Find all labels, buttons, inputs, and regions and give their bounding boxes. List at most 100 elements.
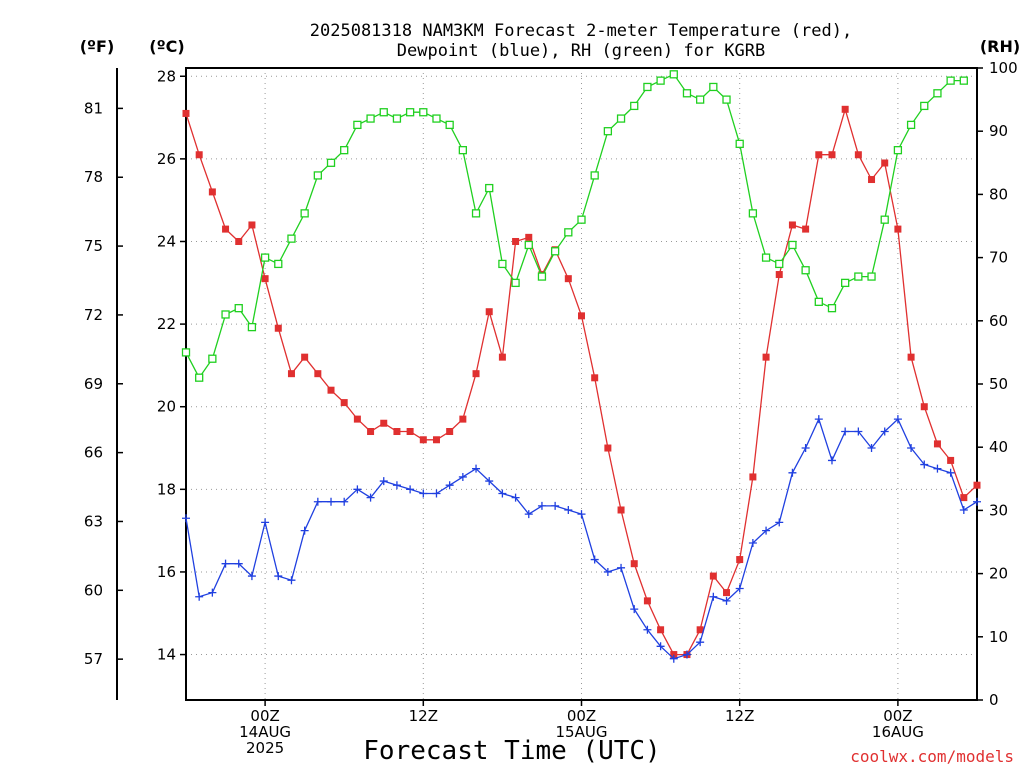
dewpoint-point	[445, 481, 454, 490]
dewpoint-point	[590, 555, 599, 564]
rh-point	[274, 259, 283, 269]
dewpoint-point	[221, 559, 230, 568]
rh-point	[722, 95, 731, 104]
x-tick-label: 12Z	[725, 707, 754, 725]
fahrenheit-unit-label: (ºF)	[80, 37, 115, 56]
chart-title-line1: 2025081318 NAM3KM Forecast 2-meter Tempe…	[310, 21, 852, 41]
dewpoint-point	[933, 464, 942, 473]
x-tick-label-line: 14AUG	[239, 723, 291, 741]
fahrenheit-tick-label: 72	[84, 306, 103, 324]
dewpoint-point	[735, 584, 744, 593]
rh-point	[208, 354, 217, 363]
rh-point	[630, 101, 639, 111]
x-tick-label-line: 2025	[246, 739, 284, 757]
rh-point	[735, 139, 744, 148]
rh-point	[854, 272, 863, 281]
dewpoint-point	[564, 505, 573, 514]
rh-point	[524, 240, 533, 250]
rh-point	[788, 240, 797, 250]
dewpoint-point	[709, 592, 718, 601]
temperature-point	[512, 237, 520, 245]
temperature-point	[235, 237, 243, 245]
temperature-point	[617, 506, 625, 514]
rh-point	[419, 108, 428, 117]
rh-point	[313, 171, 322, 180]
dewpoint-point	[946, 468, 955, 477]
x-tick-label-line: 00Z	[883, 707, 912, 725]
fahrenheit-tick-label: 81	[84, 99, 103, 117]
rh-point	[458, 146, 468, 155]
temperature-point	[947, 456, 955, 464]
dewpoint-point	[537, 501, 546, 510]
dewpoint-point	[551, 501, 560, 510]
rh-point	[616, 114, 626, 123]
dewpoint-point	[366, 493, 375, 502]
x-tick-label-line: 12Z	[409, 707, 438, 725]
rh-point	[814, 297, 823, 306]
rh-tick-label: 30	[989, 501, 1008, 519]
temperature-point	[736, 556, 744, 564]
rh-point	[577, 215, 586, 224]
temperature-point	[419, 436, 427, 444]
rh-point	[537, 272, 547, 281]
temperature-point	[828, 151, 836, 159]
temperature-point	[881, 159, 889, 167]
dewpoint-point	[867, 444, 876, 453]
x-tick-label-line: 15AUG	[556, 723, 608, 741]
x-tick-label-line: 12Z	[725, 707, 754, 725]
temperature-point	[182, 109, 190, 117]
temperature-point	[432, 436, 440, 444]
temperature-point	[630, 560, 638, 568]
rh-point	[498, 259, 507, 269]
dewpoint-point	[827, 456, 836, 465]
dewpoint-point	[247, 572, 256, 581]
temperature-point	[327, 386, 335, 394]
x-axis-title: Forecast Time (UTC)	[363, 736, 660, 766]
dewpoint-point	[841, 427, 850, 436]
rh-point	[260, 253, 270, 262]
dewpoint-point	[300, 526, 309, 535]
dewpoint-point	[748, 539, 757, 548]
rh-point	[748, 209, 758, 218]
x-tick-label: 00Z 14AUG 2025	[239, 707, 291, 757]
celsius-tick-label: 26	[157, 150, 176, 168]
x-tick-label: 00Z 15AUG	[556, 707, 608, 741]
rh-point	[761, 253, 771, 262]
dewpoint-point	[511, 493, 520, 502]
temperature-point	[802, 225, 810, 233]
x-tick-label-line: 00Z	[567, 707, 596, 725]
temperature-point	[643, 597, 651, 605]
temperature-point	[868, 176, 876, 184]
rh-point	[590, 171, 599, 180]
dewpoint-point	[379, 477, 388, 486]
dewpoint-point	[432, 489, 441, 498]
rh-point	[392, 114, 402, 123]
celsius-unit-label: (ºC)	[149, 37, 184, 56]
temperature-point	[920, 403, 928, 411]
dewpoint-point	[920, 460, 929, 469]
rh-point	[603, 127, 613, 136]
dewpoint-point	[353, 485, 362, 494]
temperature-point	[933, 440, 941, 448]
rh-tick-label: 100	[989, 59, 1018, 77]
dewpoint-point	[775, 518, 784, 527]
dewpoint-point	[630, 605, 639, 614]
celsius-tick-label: 18	[157, 480, 176, 498]
rh-point	[366, 114, 375, 123]
rh-tick-label: 20	[989, 565, 1008, 583]
dewpoint-point	[208, 588, 217, 597]
fahrenheit-tick-label: 60	[84, 581, 103, 599]
rh-tick-label: 70	[989, 249, 1008, 267]
x-tick-label: 12Z	[409, 707, 438, 725]
temperature-point	[749, 473, 757, 481]
dewpoint-point	[880, 427, 889, 436]
source-credit: coolwx.com/models	[850, 747, 1014, 766]
temperature-point	[815, 151, 823, 159]
celsius-tick-label: 16	[157, 563, 176, 581]
dewpoint-point	[182, 514, 190, 523]
dewpoint-point	[287, 576, 296, 585]
rh-tick-label: 60	[989, 312, 1008, 330]
temperature-point	[525, 233, 533, 241]
rh-point	[405, 108, 415, 117]
celsius-tick-label: 22	[157, 315, 176, 333]
